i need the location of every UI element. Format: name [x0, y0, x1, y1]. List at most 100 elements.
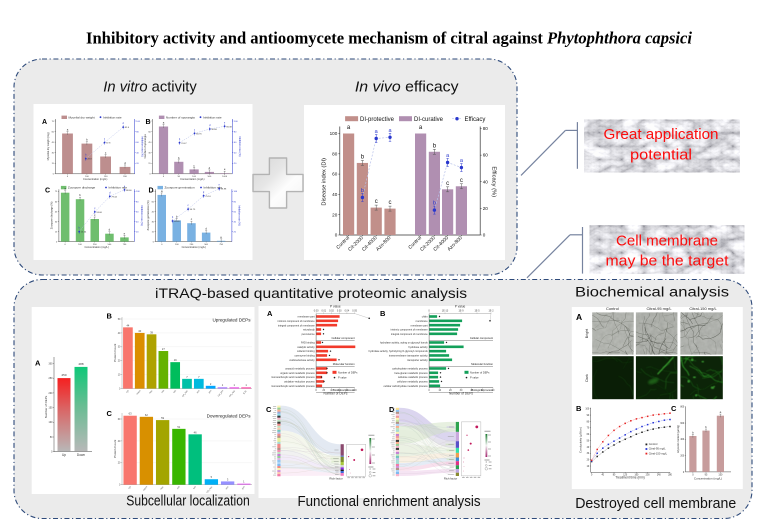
svg-text:membrane: membrane [416, 320, 429, 323]
svg-text:mem: mem [142, 486, 148, 492]
svg-text:e: e [224, 121, 226, 124]
svg-text:Mycelial dry weight: Mycelial dry weight [69, 115, 95, 119]
svg-text:cellular carbohydrate metaboli: cellular carbohydrate metabolic process [384, 385, 429, 388]
svg-text:b: b [179, 138, 181, 141]
svg-text:membrane part: membrane part [298, 316, 315, 319]
svg-text:80: 80 [346, 389, 349, 392]
svg-text:40: 40 [234, 221, 237, 223]
svg-text:b: b [705, 425, 707, 429]
svg-text:10: 10 [587, 466, 590, 468]
svg-text:0: 0 [51, 452, 53, 454]
svg-text:Concentration (mg/L): Concentration (mg/L) [182, 245, 206, 249]
svg-text:cyt_nuc: cyt_nuc [206, 485, 214, 494]
svg-text:C: C [107, 409, 113, 418]
svg-text:e: e [220, 235, 222, 239]
svg-text:c: c [94, 207, 96, 210]
svg-text:13.64: 13.64 [81, 232, 87, 234]
svg-text:0: 0 [428, 310, 430, 313]
svg-text:Number of DEPs: Number of DEPs [449, 392, 473, 396]
svg-text:Molecular function: Molecular function [471, 362, 493, 366]
svg-text:cellulose metabolic process: cellulose metabolic process [397, 381, 428, 384]
svg-text:Protein Count: Protein Count [113, 440, 117, 459]
svg-text:74.47: 74.47 [181, 143, 187, 145]
svg-text:41.89: 41.89 [174, 221, 180, 223]
svg-text:c: c [104, 138, 106, 141]
svg-text:0.00: 0.00 [314, 310, 319, 313]
svg-text:B: B [576, 404, 582, 413]
svg-text:20: 20 [234, 231, 237, 233]
svg-text:ext: ext [193, 485, 198, 490]
svg-text:90.66: 90.66 [211, 129, 217, 131]
svg-text:cyt: cyt [125, 389, 129, 394]
svg-text:200: 200 [123, 176, 127, 178]
svg-text:a: a [375, 129, 379, 135]
svg-text:10: 10 [438, 389, 441, 392]
svg-text:Citral-150 mg/L: Citral-150 mg/L [649, 451, 668, 455]
svg-text:b: b [692, 430, 694, 434]
svg-text:0: 0 [692, 473, 694, 476]
svg-text:20: 20 [136, 163, 139, 165]
svg-text:Number of sporangia: Number of sporangia [166, 115, 195, 119]
svg-text:e: e [219, 184, 221, 187]
svg-text:40: 40 [587, 447, 590, 449]
svg-text:Inhibition rate: Inhibition rate [204, 186, 223, 190]
svg-text:20: 20 [234, 163, 237, 165]
svg-text:Inhibition rate (%): Inhibition rate (%) [140, 205, 144, 225]
svg-text:20: 20 [136, 231, 139, 233]
svg-text:30: 30 [118, 346, 121, 349]
svg-text:coenzyme binding: coenzyme binding [294, 355, 315, 358]
svg-text:nuc: nuc [149, 389, 154, 394]
svg-text:monocarboxylic acid metabolic: monocarboxylic acid metabolic process [271, 376, 315, 379]
svg-text:potential: potential [630, 147, 692, 163]
svg-text:40: 40 [118, 440, 121, 443]
svg-text:Concentration (mg/L): Concentration (mg/L) [84, 245, 108, 249]
svg-text:cellulose catabolic process: cellulose catabolic process [398, 376, 428, 379]
svg-text:hydrolase activity, hydrolyzin: hydrolase activity, hydrolyzing O-glycos… [369, 350, 429, 353]
svg-text:iTRAQ-based quantitative pro: iTRAQ-based quantitative proteomic analy… [155, 285, 467, 301]
svg-text:d: d [109, 228, 111, 232]
svg-text:Up: Up [62, 453, 66, 457]
svg-text:Bright: Bright [585, 329, 589, 338]
svg-text:Zoospore discharge: Zoospore discharge [68, 186, 96, 190]
svg-text:A: A [267, 309, 273, 318]
svg-text:Downregulated DEPs: Downregulated DEPs [207, 414, 252, 419]
svg-text:90: 90 [587, 415, 590, 417]
svg-text:83.76: 83.76 [196, 133, 202, 135]
svg-text:1E-5: 1E-5 [474, 310, 480, 313]
svg-text:In vivo efficacy: In vivo efficacy [355, 80, 460, 96]
svg-text:80: 80 [587, 421, 590, 423]
svg-text:60: 60 [136, 211, 139, 213]
svg-text:63: 63 [129, 412, 132, 416]
svg-text:60: 60 [148, 131, 151, 133]
svg-text:1E-2: 1E-2 [488, 310, 494, 313]
svg-text:75: 75 [52, 121, 55, 123]
svg-text:Destroyed cell membrane: Destroyed cell membrane [575, 495, 736, 512]
svg-text:0: 0 [591, 475, 593, 477]
svg-text:30: 30 [587, 453, 590, 455]
svg-text:40: 40 [136, 153, 139, 155]
svg-text:30: 30 [148, 153, 151, 155]
svg-text:c: c [193, 163, 195, 167]
svg-text:20: 20 [118, 360, 121, 363]
svg-text:Cellular component: Cellular component [331, 336, 354, 340]
svg-text:2: 2 [210, 382, 212, 386]
svg-text:82.4: 82.4 [125, 127, 130, 129]
svg-text:0.04: 0.04 [345, 310, 350, 313]
svg-text:Subcellular localization: Subcellular localization [126, 494, 250, 510]
svg-text:a: a [163, 121, 165, 125]
svg-text:50: 50 [587, 440, 590, 442]
svg-text:15: 15 [55, 231, 58, 233]
svg-text:ves: ves [196, 389, 201, 394]
svg-text:500: 500 [204, 244, 208, 246]
svg-text:Number of DEPs: Number of DEPs [470, 370, 490, 374]
svg-text:c: c [105, 151, 107, 155]
svg-text:a: a [161, 189, 163, 193]
svg-text:b: b [178, 156, 180, 160]
svg-text:Inhibition rate (%): Inhibition rate (%) [141, 136, 145, 156]
svg-text:30: 30 [52, 153, 55, 155]
svg-text:200: 200 [680, 456, 685, 458]
svg-text:Concentration (mg/L): Concentration (mg/L) [83, 177, 107, 181]
svg-text:240: 240 [657, 475, 662, 477]
svg-text:Number of sporangia: Number of sporangia [143, 134, 147, 159]
svg-text:Concentration (mg/L): Concentration (mg/L) [180, 177, 204, 181]
